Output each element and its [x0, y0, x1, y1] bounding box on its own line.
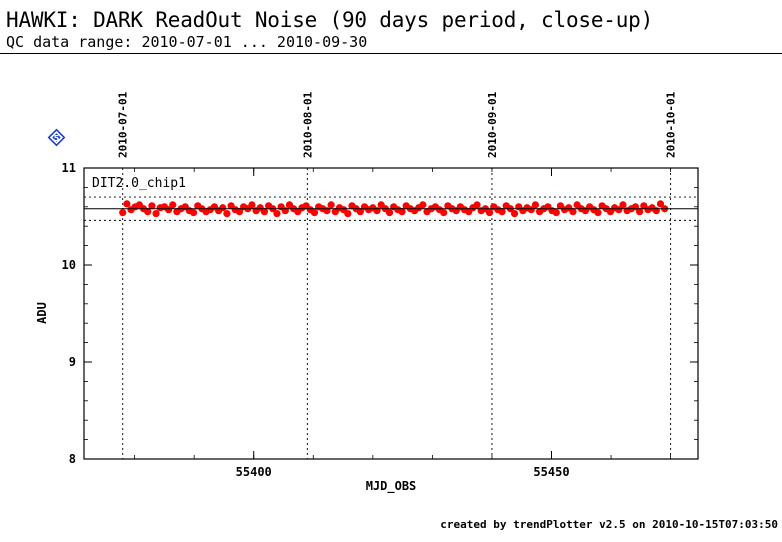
data-point [169, 201, 177, 209]
y-tick-label: 8 [69, 452, 76, 466]
data-point [636, 208, 644, 216]
data-point [619, 201, 627, 209]
date-marker-label: 2010-09-01 [486, 91, 499, 158]
y-tick-label: 9 [69, 355, 76, 369]
data-point [223, 209, 231, 218]
panel-label: DIT2.0_chip1 [92, 176, 186, 191]
badge-icon: 5 [47, 128, 66, 147]
data-point [281, 207, 289, 215]
date-marker-label: 2010-10-01 [665, 91, 678, 158]
data-point [152, 209, 160, 218]
data-point [356, 208, 364, 216]
data-point [552, 209, 560, 217]
data-point [248, 201, 256, 209]
data-point [235, 208, 244, 216]
data-point [144, 208, 152, 216]
y-axis-label: ADU [35, 302, 49, 324]
data-point [164, 206, 173, 214]
data-point [373, 207, 381, 215]
band-lines [84, 196, 698, 221]
data-points [119, 200, 669, 218]
data-point [527, 206, 535, 214]
footer-credit: created by trendPlotter v2.5 on 2010-10-… [440, 518, 778, 531]
data-point [344, 209, 352, 218]
date-markers: 2010-07-01 2010-08-01 2010-09-01 2010-10-01 [117, 91, 678, 459]
data-point [656, 200, 665, 208]
data-point [569, 208, 577, 216]
badge-label: 5 [54, 134, 60, 143]
data-point [273, 209, 281, 218]
plot-frame [83, 167, 699, 460]
data-point [385, 209, 394, 217]
data-point [219, 204, 227, 212]
data-point [440, 209, 448, 217]
data-point [260, 208, 269, 216]
data-point [189, 209, 198, 217]
data-point [531, 201, 540, 209]
header-divider [0, 53, 782, 54]
x-tick-label: 55400 [236, 465, 272, 479]
data-point [473, 201, 481, 209]
data-point [419, 201, 427, 209]
data-point [510, 209, 519, 218]
data-point [323, 207, 331, 215]
axis-tick-labels: 8 9 10 11 55400 55450 [62, 161, 570, 479]
data-point [123, 200, 131, 208]
page-subtitle: QC data range: 2010-07-01 ... 2010-09-30 [6, 33, 368, 51]
data-point [615, 206, 623, 214]
data-point [310, 209, 319, 217]
date-marker-label: 2010-08-01 [301, 91, 314, 158]
x-tick-label: 55450 [533, 465, 569, 479]
data-point [148, 202, 156, 210]
axis-ticks [84, 167, 698, 460]
data-point [485, 209, 494, 217]
data-point [652, 207, 660, 215]
date-marker-label: 2010-07-01 [117, 91, 130, 158]
data-point [327, 201, 335, 209]
data-point [498, 208, 506, 216]
x-axis-label: MJD_OBS [366, 479, 417, 494]
page-title: HAWKI: DARK ReadOut Noise (90 days perio… [6, 8, 654, 32]
data-point [398, 208, 406, 216]
data-point [119, 209, 127, 217]
y-tick-label: 11 [62, 161, 76, 175]
y-tick-label: 10 [62, 258, 76, 272]
data-point [594, 209, 602, 217]
